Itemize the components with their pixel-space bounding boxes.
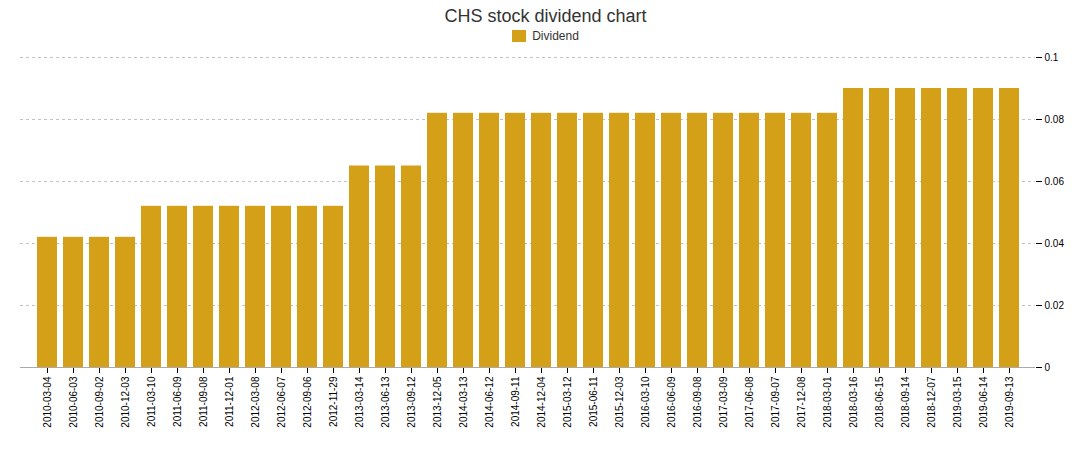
svg-text:2017-09-07: 2017-09-07 — [770, 376, 781, 428]
svg-text:2013-12-05: 2013-12-05 — [432, 376, 443, 428]
svg-text:2013-06-13: 2013-06-13 — [380, 376, 391, 428]
svg-text:2012-06-07: 2012-06-07 — [276, 376, 287, 428]
svg-text:2018-03-01: 2018-03-01 — [822, 376, 833, 428]
svg-text:2013-09-12: 2013-09-12 — [406, 376, 417, 428]
svg-text:2018-09-14: 2018-09-14 — [900, 376, 911, 428]
svg-text:2016-03-10: 2016-03-10 — [640, 376, 651, 428]
svg-text:2015-03-12: 2015-03-12 — [562, 376, 573, 428]
svg-text:0.08: 0.08 — [1045, 114, 1065, 125]
html-text:Dividend: Dividend — [532, 29, 579, 43]
svg-text:0.04: 0.04 — [1045, 238, 1065, 249]
svg-text:2017-06-08: 2017-06-08 — [744, 376, 755, 428]
svg-text:2014-06-12: 2014-06-12 — [484, 376, 495, 428]
svg-text:0: 0 — [1045, 362, 1051, 373]
svg-text:2010-06-03: 2010-06-03 — [68, 376, 79, 428]
svg-text:2012-03-08: 2012-03-08 — [250, 376, 261, 428]
svg-text:2014-12-04: 2014-12-04 — [536, 376, 547, 428]
svg-text:2012-09-06: 2012-09-06 — [302, 376, 313, 428]
svg-text:2017-12-08: 2017-12-08 — [796, 376, 807, 428]
svg-text:2010-12-03: 2010-12-03 — [120, 376, 131, 428]
svg-text:2012-11-29: 2012-11-29 — [328, 376, 339, 427]
svg-text:2018-12-07: 2018-12-07 — [926, 376, 937, 428]
svg-text:2016-09-08: 2016-09-08 — [692, 376, 703, 428]
svg-text:0.1: 0.1 — [1045, 52, 1059, 63]
svg-text:2015-06-11: 2015-06-11 — [588, 376, 599, 427]
svg-text:0.06: 0.06 — [1045, 176, 1065, 187]
svg-text:2010-03-04: 2010-03-04 — [42, 376, 53, 428]
svg-text:2013-03-14: 2013-03-14 — [354, 376, 365, 428]
svg-text:2014-03-13: 2014-03-13 — [458, 376, 469, 428]
svg-text:2011-06-09: 2011-06-09 — [172, 376, 183, 427]
svg-text:0.02: 0.02 — [1045, 300, 1065, 311]
svg-text:2019-09-13: 2019-09-13 — [1004, 376, 1015, 428]
svg-text:2019-03-15: 2019-03-15 — [952, 376, 963, 428]
svg-text:2015-12-03: 2015-12-03 — [614, 376, 625, 428]
html-text:CHS stock dividend chart: CHS stock dividend chart — [444, 6, 647, 26]
svg-text:2017-03-09: 2017-03-09 — [718, 376, 729, 428]
svg-text:2016-06-09: 2016-06-09 — [666, 376, 677, 428]
svg-text:2019-06-14: 2019-06-14 — [978, 376, 989, 428]
svg-text:2018-06-15: 2018-06-15 — [874, 376, 885, 428]
svg-text:2014-09-11: 2014-09-11 — [510, 376, 521, 427]
svg-text:2010-09-02: 2010-09-02 — [94, 376, 105, 428]
svg-text:2011-12-01: 2011-12-01 — [224, 376, 235, 427]
svg-text:2011-03-10: 2011-03-10 — [146, 376, 157, 427]
svg-text:2018-03-16: 2018-03-16 — [848, 376, 859, 428]
svg-text:2011-09-08: 2011-09-08 — [198, 376, 209, 427]
